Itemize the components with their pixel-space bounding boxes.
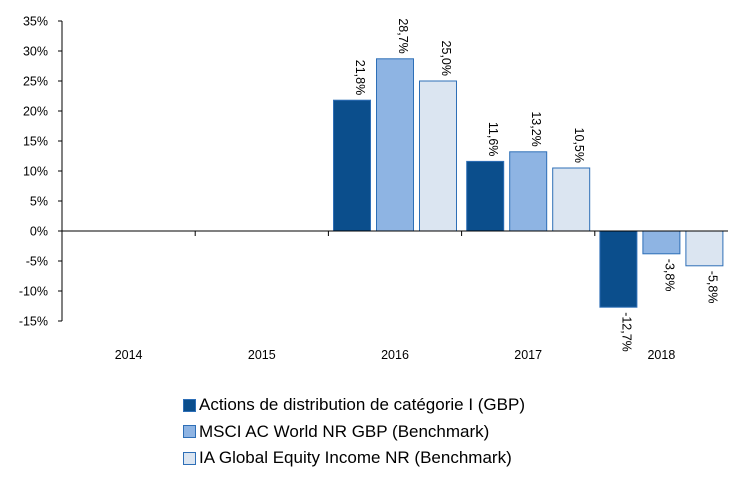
x-tick-label: 2017 — [514, 348, 542, 362]
bars — [333, 58, 724, 308]
data-label: 21,8% — [353, 60, 367, 95]
legend-item-series-3: IA Global Equity Income NR (Benchmark) — [183, 445, 525, 472]
bar-series-1-2016 — [333, 99, 371, 232]
legend-label-series-1: Actions de distribution de catégorie I (… — [199, 395, 525, 415]
y-tick-label: 30% — [23, 45, 48, 59]
data-label: -12,7% — [619, 312, 633, 352]
x-tick-label: 2016 — [381, 348, 409, 362]
bar-series-2-2017 — [509, 151, 548, 232]
x-tick-label: 2015 — [248, 348, 276, 362]
legend-item-series-2: MSCI AC World NR GBP (Benchmark) — [183, 419, 525, 446]
bar-series-2-2016 — [376, 58, 414, 232]
data-label: -5,8% — [705, 271, 719, 304]
y-tick-label: -5% — [26, 255, 48, 269]
y-tick-label: 5% — [30, 195, 48, 209]
bar-series-3-2016 — [419, 80, 457, 232]
data-label: 25,0% — [439, 41, 453, 76]
data-label: -3,8% — [662, 259, 676, 292]
bar-series-3-2018 — [685, 230, 724, 267]
legend-swatch-series-3 — [183, 451, 196, 465]
y-tick-label: 15% — [23, 135, 48, 149]
y-tick-label: 10% — [23, 165, 48, 179]
bar-chart: 35% 30% 25% 20% 15% 10% 5% 0% -5% -10% -15% 21,8% 1… — [19, 15, 728, 362]
data-label: 28,7% — [396, 18, 410, 53]
data-label: 11,6% — [486, 122, 500, 157]
legend-label-series-2: MSCI AC World NR GBP (Benchmark) — [199, 421, 490, 441]
x-tick-label: 2018 — [647, 348, 675, 362]
y-tick-label: -10% — [19, 285, 48, 299]
y-tick-label: 25% — [23, 75, 48, 89]
y-tick-label: 35% — [23, 15, 48, 29]
bar-series-2-2018 — [642, 230, 681, 255]
y-axis: 35% 30% 25% 20% 15% 10% 5% 0% -5% -10% -15% — [19, 15, 63, 329]
data-label: 10,5% — [572, 128, 586, 163]
legend-swatch-series-1 — [183, 398, 196, 412]
legend-item-series-1: Actions de distribution de catégorie I (… — [183, 392, 525, 419]
legend-label-series-3: IA Global Equity Income NR (Benchmark) — [199, 448, 512, 468]
bar-series-1-2018 — [599, 230, 638, 308]
y-tick-label: 20% — [23, 105, 48, 119]
bar-series-1-2017 — [466, 160, 505, 232]
legend-swatch-series-2 — [183, 425, 196, 439]
bar-series-3-2017 — [552, 167, 591, 232]
data-label: 13,2% — [529, 111, 543, 146]
legend: Actions de distribution de catégorie I (… — [183, 392, 525, 472]
y-tick-label: -15% — [19, 315, 48, 329]
x-axis: 2014 2015 2016 2017 2018 — [62, 230, 728, 362]
x-tick-label: 2014 — [115, 348, 143, 362]
data-labels: 21,8% 11,6% -12,7% 28,7% 13,2% -3,8% 25,0% 10,5… — [353, 18, 719, 351]
y-tick-label: 0% — [30, 225, 48, 239]
